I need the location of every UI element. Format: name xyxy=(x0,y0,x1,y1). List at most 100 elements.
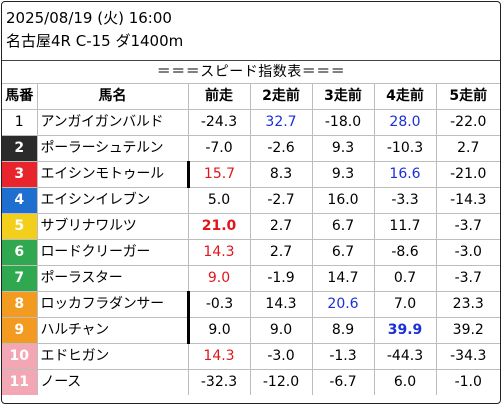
speed-index-cell: -12.0 xyxy=(249,369,313,395)
speed-index-cell: -1.9 xyxy=(249,265,313,292)
speed-index-cell: -0.3 xyxy=(187,291,251,318)
speed-index-cell: -10.3 xyxy=(373,135,437,162)
horse-name: アンガイガンバルド xyxy=(36,109,189,136)
speed-index-cell: 14.3 xyxy=(249,291,313,318)
table-row: 11 ノース -32.3 -12.0 -6.7 6.0 -1.0 xyxy=(2,369,500,395)
speed-index-cell: 6.7 xyxy=(311,213,375,240)
race-info: 名古屋4R C-15 ダ1400m xyxy=(6,32,184,50)
table-row: 5 サブリナワルツ 21.0 2.7 6.7 11.7 -3.7 xyxy=(2,213,500,240)
col-header-last: 前走 xyxy=(187,83,251,110)
speed-index-cell: 9.0 xyxy=(187,265,251,292)
horse-number: 2 xyxy=(2,135,38,162)
table-row: 2 ポーラーシュテルン -7.0 -2.6 9.3 -10.3 2.7 xyxy=(2,135,500,162)
horse-number: 11 xyxy=(2,369,38,395)
speed-index-cell: 9.0 xyxy=(249,317,313,344)
speed-index-cell: 6.7 xyxy=(311,239,375,266)
horse-number: 9 xyxy=(2,317,38,344)
horse-name: ロッカフラダンサー xyxy=(36,291,190,318)
table-banner: ＝＝＝スピード指数表＝＝＝ xyxy=(2,60,500,84)
speed-index-cell: 9.3 xyxy=(311,161,375,188)
speed-index-cell: -44.3 xyxy=(373,343,437,370)
speed-index-cell: -1.0 xyxy=(435,369,500,395)
speed-index-cell: 21.0 xyxy=(187,213,251,240)
speed-index-cell: 2.7 xyxy=(435,135,500,162)
speed-index-cell: 7.0 xyxy=(373,291,437,318)
col-header-number: 馬番 xyxy=(2,83,38,110)
table-row: 9 ハルチャン 9.0 9.0 8.9 39.9 39.2 xyxy=(2,317,500,344)
horse-number: 10 xyxy=(2,343,38,370)
horse-number: 8 xyxy=(2,291,38,318)
speed-index-cell: -14.3 xyxy=(435,187,500,214)
horse-name: サブリナワルツ xyxy=(36,213,189,240)
table-row: 6 ロードクリーガー 14.3 2.7 6.7 -8.6 -3.0 xyxy=(2,239,500,266)
speed-index-cell: 32.7 xyxy=(249,109,313,136)
speed-index-cell: 28.0 xyxy=(373,109,437,136)
speed-index-cell: -3.0 xyxy=(249,343,313,370)
col-header-name: 馬名 xyxy=(36,83,189,110)
col-header-4back: 4走前 xyxy=(373,83,437,110)
speed-index-cell: 5.0 xyxy=(187,187,251,214)
speed-index-cell: -6.7 xyxy=(311,369,375,395)
speed-index-cell: -3.0 xyxy=(435,239,500,266)
horse-name: エドヒガン xyxy=(36,343,189,370)
horse-number: 1 xyxy=(2,109,38,136)
speed-index-cell: 15.7 xyxy=(187,161,251,188)
speed-index-cell: 6.0 xyxy=(373,369,437,395)
table-row: 3 エイシンモトゥール 15.7 8.3 9.3 16.6 -21.0 xyxy=(2,161,500,188)
col-header-5back: 5走前 xyxy=(435,83,500,110)
horse-number: 5 xyxy=(2,213,38,240)
table-row: 1 アンガイガンバルド -24.3 32.7 -18.0 28.0 -22.0 xyxy=(2,109,500,136)
table-row: 7 ポーラスター 9.0 -1.9 14.7 0.7 -3.7 xyxy=(2,265,500,292)
speed-index-cell: -8.6 xyxy=(373,239,437,266)
speed-index-cell: -22.0 xyxy=(435,109,500,136)
speed-index-cell: -2.7 xyxy=(249,187,313,214)
speed-index-cell: 8.9 xyxy=(311,317,375,344)
speed-index-cell: 14.3 xyxy=(187,343,251,370)
horse-number: 6 xyxy=(2,239,38,266)
speed-index-cell: 2.7 xyxy=(249,239,313,266)
horse-name: ポーラスター xyxy=(36,265,189,292)
race-datetime: 2025/08/19 (火) 16:00 xyxy=(6,9,172,27)
speed-index-cell: 11.7 xyxy=(373,213,437,240)
speed-index-cell: -21.0 xyxy=(435,161,500,188)
speed-index-cell: -3.3 xyxy=(373,187,437,214)
col-header-2back: 2走前 xyxy=(249,83,313,110)
speed-index-cell: 16.6 xyxy=(373,161,437,188)
table-row: 8 ロッカフラダンサー -0.3 14.3 20.6 7.0 23.3 xyxy=(2,291,500,318)
speed-index-cell: -1.3 xyxy=(311,343,375,370)
speed-index-cell: 39.9 xyxy=(373,317,437,344)
horse-name: エイシンイレブン xyxy=(36,187,189,214)
horse-number: 7 xyxy=(2,265,38,292)
speed-index-cell: -24.3 xyxy=(187,109,251,136)
col-header-3back: 3走前 xyxy=(311,83,375,110)
speed-index-cell: 14.3 xyxy=(187,239,251,266)
speed-index-cell: -34.3 xyxy=(435,343,500,370)
speed-index-cell: 9.3 xyxy=(311,135,375,162)
speed-index-cell: 16.0 xyxy=(311,187,375,214)
table-row: 10 エドヒガン 14.3 -3.0 -1.3 -44.3 -34.3 xyxy=(2,343,500,370)
horse-name: エイシンモトゥール xyxy=(36,161,190,188)
horse-name: ポーラーシュテルン xyxy=(36,135,189,162)
speed-index-cell: 20.6 xyxy=(311,291,375,318)
horse-number: 4 xyxy=(2,187,38,214)
header-row: 馬番 馬名 前走 2走前 3走前 4走前 5走前 xyxy=(2,83,500,110)
speed-index-cell: -32.3 xyxy=(187,369,251,395)
table-row: 4 エイシンイレブン 5.0 -2.7 16.0 -3.3 -14.3 xyxy=(2,187,500,214)
speed-index-cell: -3.7 xyxy=(435,213,500,240)
speed-index-cell: 9.0 xyxy=(187,317,251,344)
speed-index-cell: 8.3 xyxy=(249,161,313,188)
horse-name: ハルチャン xyxy=(36,317,190,344)
speed-index-cell: 2.7 xyxy=(249,213,313,240)
speed-index-cell: 39.2 xyxy=(435,317,500,344)
speed-index-cell: -3.7 xyxy=(435,265,500,292)
speed-index-cell: -2.6 xyxy=(249,135,313,162)
horse-name: ロードクリーガー xyxy=(36,239,189,266)
speed-index-cell: -18.0 xyxy=(311,109,375,136)
speed-index-cell: -7.0 xyxy=(187,135,251,162)
horse-number: 3 xyxy=(2,161,38,188)
speed-index-cell: 0.7 xyxy=(373,265,437,292)
speed-index-table: 馬番 馬名 前走 2走前 3走前 4走前 5走前 1 アンガイガンバルド -24.3… xyxy=(2,83,500,395)
speed-index-cell: 23.3 xyxy=(435,291,500,318)
horse-name: ノース xyxy=(36,369,189,395)
